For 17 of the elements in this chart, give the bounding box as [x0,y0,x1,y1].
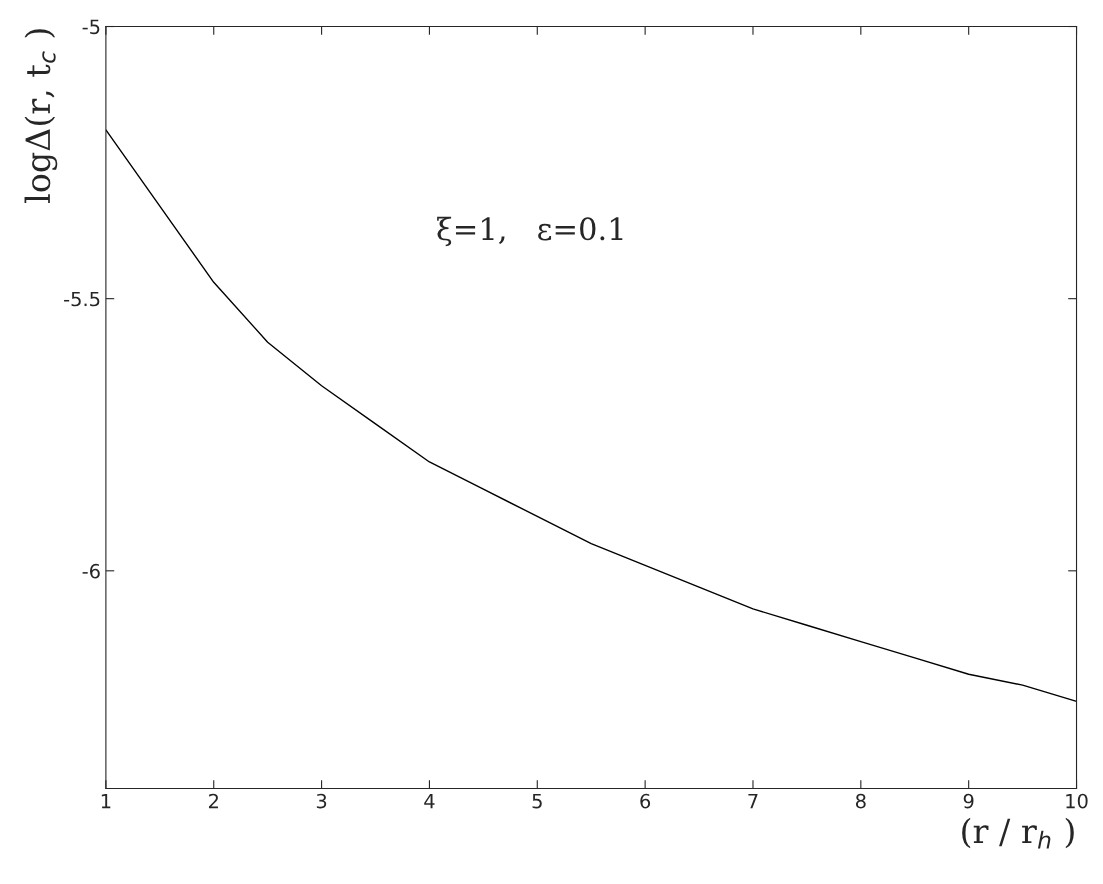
x-tick-label: 3 [316,793,327,809]
x-tick-label: 9 [963,793,974,809]
annotation: ξ=1, ε=0.1 [437,216,623,247]
x-axis-title: (r / r$_{h}$ ) [962,817,1074,849]
x-tick-label: 7 [748,793,758,809]
x-tick-label: 6 [640,793,651,809]
x-tick-label: 1 [101,793,111,809]
y-tick-label: -5 [82,19,100,35]
x-tick-label: 5 [532,793,542,809]
y-axis-title: logΔ(r, t$_{c}$ ) [24,29,58,203]
x-tick-label: 10 [1066,793,1088,809]
x-tick-label: 2 [208,793,218,809]
x-tick-label: 8 [855,793,866,809]
line-series [105,129,1077,703]
y-tick-label: -6 [82,563,100,579]
y-tick-label: -5.5 [64,291,100,307]
x-tick-label: 4 [424,793,435,809]
